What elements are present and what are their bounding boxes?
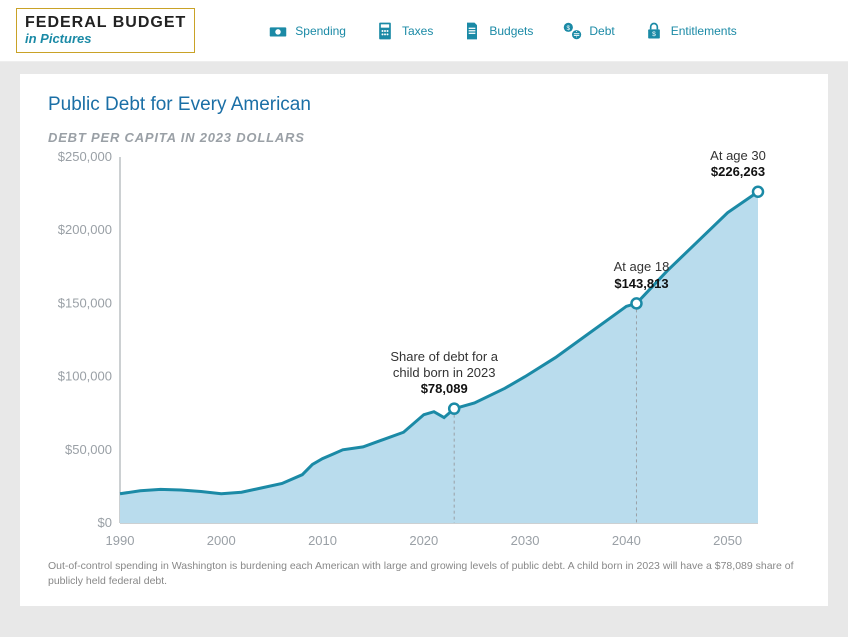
svg-text:2020: 2020: [409, 533, 438, 548]
chart-card: Public Debt for Every American DEBT PER …: [20, 74, 828, 606]
svg-text:$: $: [567, 25, 571, 32]
chart-title: Public Debt for Every American: [48, 94, 800, 116]
nav-entitlements[interactable]: $ Entitlements: [643, 20, 737, 42]
nav-label: Taxes: [402, 24, 433, 38]
svg-text:2030: 2030: [511, 533, 540, 548]
logo-title: FEDERAL BUDGET: [25, 14, 186, 32]
nav-label: Budgets: [489, 24, 533, 38]
nav-budgets[interactable]: Budgets: [461, 20, 533, 42]
svg-text:$: $: [652, 31, 656, 38]
svg-text:2010: 2010: [308, 533, 337, 548]
svg-text:$0: $0: [98, 515, 112, 530]
gear-dollar-icon: $: [561, 20, 583, 42]
svg-text:1990: 1990: [106, 533, 135, 548]
debt-area-chart: $0 $50,000 $100,000 $150,000 $200,000 $250,00…: [48, 151, 768, 551]
calculator-icon: [374, 20, 396, 42]
svg-text:2040: 2040: [612, 533, 641, 548]
svg-text:2050: 2050: [713, 533, 742, 548]
svg-text:2000: 2000: [207, 533, 236, 548]
nav-label: Entitlements: [671, 24, 737, 38]
nav-debt[interactable]: $ Debt: [561, 20, 614, 42]
lock-icon: $: [643, 20, 665, 42]
chart-subtitle: DEBT PER CAPITA IN 2023 DOLLARS: [48, 130, 800, 145]
svg-text:$50,000: $50,000: [65, 442, 112, 457]
nav-label: Debt: [589, 24, 614, 38]
svg-text:$150,000: $150,000: [58, 295, 112, 310]
top-navbar: FEDERAL BUDGET in Pictures Spending Taxe…: [0, 0, 848, 62]
svg-text:$100,000: $100,000: [58, 369, 112, 384]
nav-spending[interactable]: Spending: [267, 20, 346, 42]
svg-text:$200,000: $200,000: [58, 222, 112, 237]
nav-taxes[interactable]: Taxes: [374, 20, 433, 42]
chart-caption: Out-of-control spending in Washington is…: [48, 559, 800, 588]
document-icon: [461, 20, 483, 42]
money-icon: [267, 20, 289, 42]
chart-plot-area: $0 $50,000 $100,000 $150,000 $200,000 $250,00…: [48, 151, 768, 551]
logo-subtitle: in Pictures: [25, 32, 186, 46]
site-logo[interactable]: FEDERAL BUDGET in Pictures: [16, 8, 195, 54]
svg-text:$250,000: $250,000: [58, 151, 112, 164]
nav-label: Spending: [295, 24, 346, 38]
